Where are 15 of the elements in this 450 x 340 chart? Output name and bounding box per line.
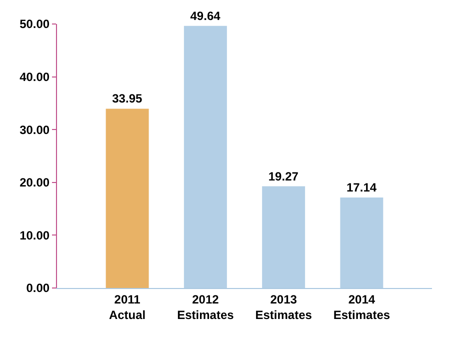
y-tick-label: 0.00 — [26, 281, 50, 296]
y-tick-label: 40.00 — [20, 70, 50, 84]
x-tick-label: 2014 Estimates — [333, 292, 390, 322]
data-label: 19.27 — [268, 169, 299, 184]
x-tick-label: 2013 Estimates — [255, 292, 312, 322]
x-tick-label: 2011 Actual — [108, 292, 146, 322]
x-tick-label: 2012 Estimates — [177, 292, 234, 322]
data-label: 17.14 — [346, 180, 377, 194]
y-tick-label: 30.00 — [20, 122, 50, 137]
bar — [106, 108, 149, 288]
y-tick-label: 10.00 — [20, 228, 50, 242]
data-label: 49.64 — [190, 8, 221, 23]
y-tick-label: 50.00 — [20, 17, 50, 32]
y-tick-label: 20.00 — [20, 176, 50, 190]
data-label: 33.95 — [112, 92, 142, 106]
